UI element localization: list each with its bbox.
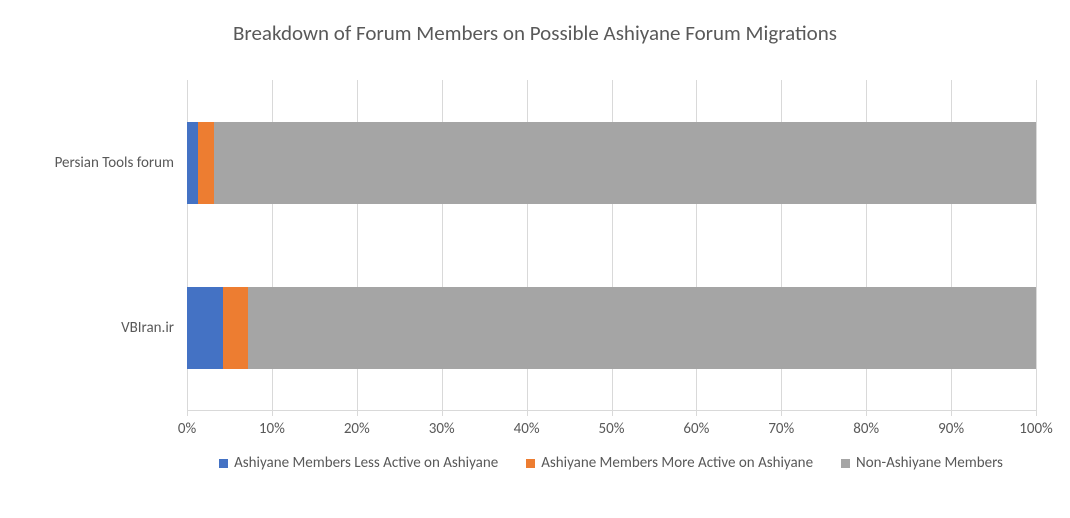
- bar-segment: [187, 122, 198, 204]
- chart-title: Breakdown of Forum Members on Possible A…: [0, 20, 1070, 46]
- legend-swatch: [219, 459, 228, 468]
- x-tick-label: 80%: [853, 420, 879, 438]
- bar-segment: [187, 287, 223, 369]
- x-tick-label: 0%: [178, 420, 196, 438]
- legend-item: Non-Ashiyane Members: [841, 454, 1003, 472]
- x-tick: [951, 410, 952, 416]
- legend-item: Ashiyane Members More Active on Ashiyane: [526, 454, 813, 472]
- grid-line: [1036, 80, 1037, 410]
- x-tick-label: 30%: [429, 420, 455, 438]
- legend-label: Ashiyane Members More Active on Ashiyane: [541, 454, 813, 472]
- legend-item: Ashiyane Members Less Active on Ashiyane: [219, 454, 498, 472]
- x-tick-label: 60%: [683, 420, 709, 438]
- bar-row: [187, 287, 1036, 369]
- bar-row: [187, 122, 1036, 204]
- bar-segment: [198, 122, 214, 204]
- legend-swatch: [841, 459, 850, 468]
- x-tick-label: 40%: [514, 420, 540, 438]
- x-tick: [1036, 410, 1037, 416]
- stacked-bar-chart: Breakdown of Forum Members on Possible A…: [0, 0, 1070, 518]
- x-tick: [272, 410, 273, 416]
- x-tick-label: 50%: [599, 420, 625, 438]
- bar-segment: [248, 287, 1036, 369]
- x-tick: [696, 410, 697, 416]
- y-tick-label: VBIran.ir: [0, 319, 174, 337]
- x-tick-label: 10%: [259, 420, 285, 438]
- x-tick: [357, 410, 358, 416]
- x-tick: [781, 410, 782, 416]
- chart-legend: Ashiyane Members Less Active on Ashiyane…: [186, 454, 1036, 472]
- x-tick: [527, 410, 528, 416]
- bar-segment: [223, 287, 248, 369]
- plot-area: 0%10%20%30%40%50%60%70%80%90%100%: [186, 80, 1036, 410]
- x-tick: [187, 410, 188, 416]
- legend-label: Non-Ashiyane Members: [856, 454, 1003, 472]
- x-tick-label: 70%: [768, 420, 794, 438]
- bar-segment: [214, 122, 1036, 204]
- x-tick: [442, 410, 443, 416]
- legend-swatch: [526, 459, 535, 468]
- x-tick-label: 20%: [344, 420, 370, 438]
- y-tick-label: Persian Tools forum: [0, 154, 174, 172]
- x-tick-label: 100%: [1019, 420, 1053, 438]
- legend-label: Ashiyane Members Less Active on Ashiyane: [234, 454, 498, 472]
- x-tick-label: 90%: [938, 420, 964, 438]
- x-tick: [612, 410, 613, 416]
- x-tick: [866, 410, 867, 416]
